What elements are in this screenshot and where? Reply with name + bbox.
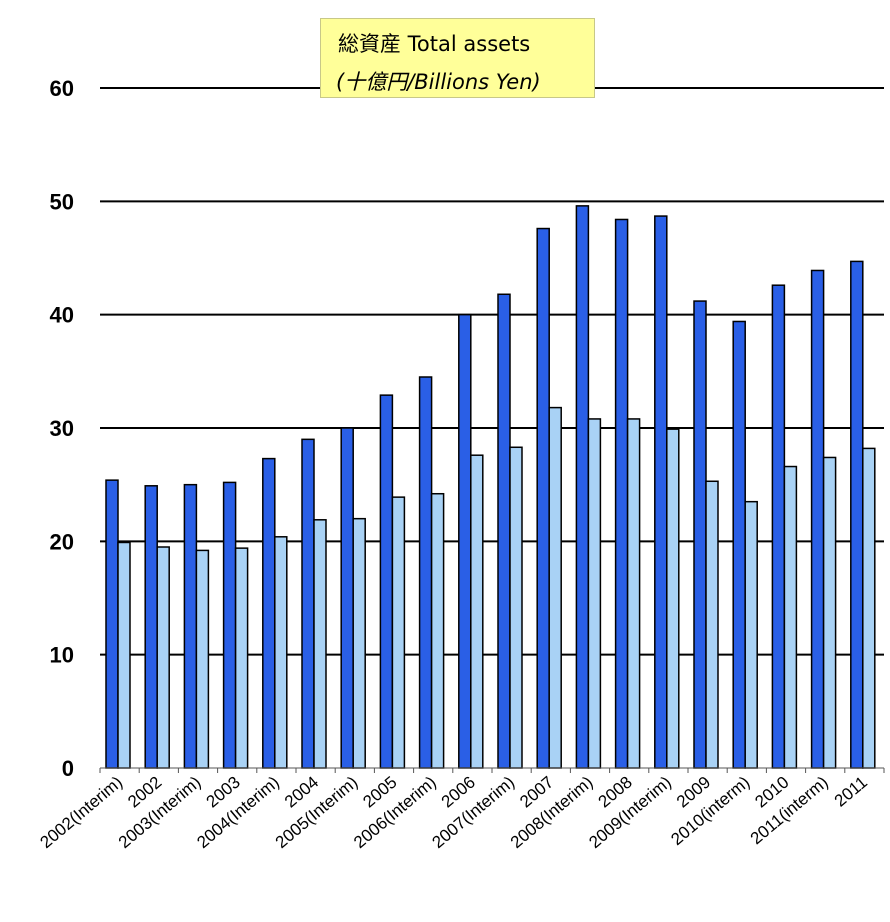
x-tick-label: 2002(Interim) (37, 773, 127, 853)
gridlines (100, 87, 884, 656)
x-tick-label: 2011 (831, 773, 871, 811)
bar-series-2 (352, 517, 366, 769)
y-tick-label: 20 (50, 529, 74, 554)
bar-series-1 (418, 376, 433, 769)
bar-series-1 (497, 293, 511, 769)
bar-series-1 (614, 218, 629, 769)
bar-series-2 (274, 536, 288, 769)
bar-series-1 (810, 269, 825, 769)
bar-series-1 (183, 483, 198, 769)
axes (99, 767, 885, 773)
bar-series-1 (340, 427, 354, 769)
y-tick-label: 40 (50, 303, 74, 328)
bar-series-2 (666, 428, 680, 769)
bar-series-2 (822, 456, 837, 769)
bar-series-2 (234, 547, 249, 769)
bar-series-1 (222, 481, 237, 769)
chart-subtitle: (十億円/Billions Yen) (336, 70, 541, 94)
bar-series-2 (862, 447, 876, 769)
bar-series-1 (693, 300, 707, 769)
bar-series-2 (705, 480, 719, 769)
bar-series-2 (430, 492, 445, 769)
y-tick-label: 0 (62, 756, 74, 781)
x-tick-labels: 2002(Interim)20022003(Interim)20032004(I… (37, 773, 871, 853)
bar-series-1 (144, 485, 158, 769)
y-tick-label: 50 (50, 189, 74, 214)
bar-series-2 (391, 496, 406, 769)
bar-series-1 (654, 215, 668, 769)
bar-series-1 (575, 205, 590, 769)
bars (105, 205, 876, 769)
bar-series-1 (536, 227, 550, 769)
y-tick-label: 30 (50, 416, 74, 441)
bar-series-2 (156, 546, 170, 769)
bar-series-1 (301, 438, 315, 769)
y-tick-labels: 0 10 20 30 40 50 60 (50, 76, 74, 781)
bar-series-2 (195, 549, 210, 769)
bar-series-2 (509, 446, 523, 769)
bar-series-1 (262, 457, 276, 769)
y-tick-label: 60 (50, 76, 74, 101)
bar-series-2 (744, 500, 758, 769)
bar-series-1 (732, 320, 746, 769)
y-tick-label: 10 (50, 643, 74, 668)
bar-series-2 (626, 418, 641, 769)
bar-series-2 (548, 406, 562, 769)
bar-series-2 (470, 454, 484, 769)
bar-series-1 (771, 284, 786, 769)
bar-series-1 (105, 479, 119, 769)
bar-series-1 (850, 260, 864, 769)
bar-series-2 (313, 519, 327, 769)
title-box (320, 18, 595, 98)
chart-title: 総資産 Total assets (338, 32, 531, 56)
bar-series-2 (783, 465, 798, 769)
bar-series-2 (587, 418, 602, 769)
bar-series-2 (117, 541, 131, 769)
bar-series-1 (379, 394, 394, 769)
bar-series-1 (458, 313, 472, 769)
